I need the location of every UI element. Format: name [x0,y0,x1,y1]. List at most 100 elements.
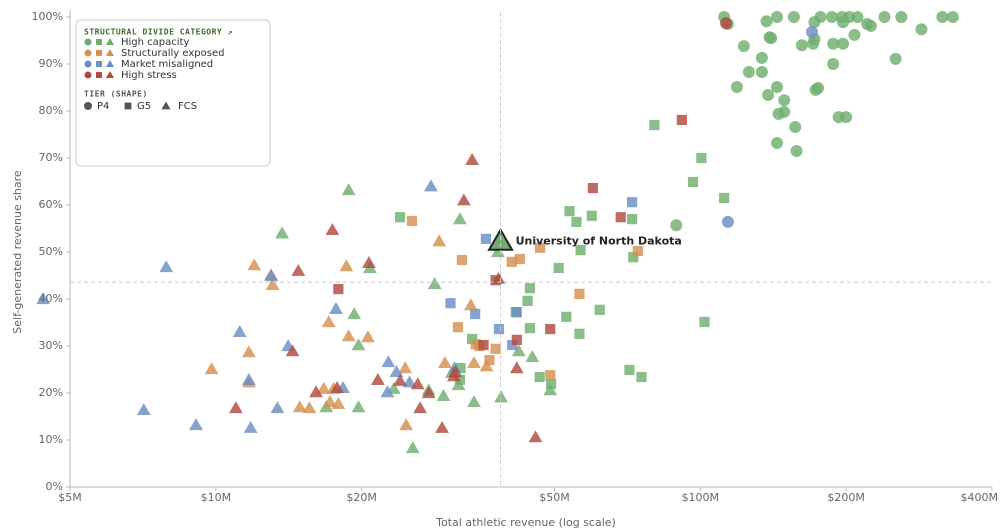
legend-swatch [96,39,102,45]
point [405,441,420,454]
x-tick-label: $20M [346,491,377,504]
point [480,233,492,244]
y-tick-label: 0% [46,480,63,493]
point [771,81,784,94]
y-axis-label: Self-generated revenue share [11,170,24,334]
x-tick-label: $50M [539,491,570,504]
point [36,292,51,305]
point [204,362,219,375]
point [466,333,478,345]
point [228,401,243,414]
x-tick-label: $200M [827,491,865,504]
point [721,215,734,228]
legend-swatch [84,38,92,46]
y-tick-label: 80% [39,104,63,117]
y-tick-label: 90% [39,57,63,70]
y-tick-label: 10% [39,433,63,446]
point [574,288,585,299]
point [895,11,908,23]
point [545,370,556,381]
point [571,216,582,228]
point [525,349,540,362]
point [478,339,489,351]
point [836,37,849,50]
point [275,226,289,239]
point [330,380,345,393]
point [851,11,864,23]
point [760,15,773,28]
point [432,234,447,247]
point [915,23,928,36]
tier-swatch [84,102,92,110]
point [265,278,280,291]
point [331,396,346,409]
point [467,356,481,369]
point [771,136,784,149]
point [291,263,306,276]
point [323,395,337,408]
point [421,386,436,399]
point [285,344,300,357]
point [393,373,407,386]
point [696,152,707,164]
point [380,385,395,398]
point [325,223,340,236]
point [389,365,404,377]
point [561,311,572,322]
point [836,16,849,29]
point [456,254,467,266]
point [848,28,861,41]
point [451,378,466,391]
point [545,323,556,335]
point [333,284,344,295]
point [730,81,743,94]
legend-label: Market misaligned [121,59,213,70]
point [534,371,545,383]
x-tick-label: $100M [682,491,720,504]
point [827,37,840,50]
legend-box [75,19,271,167]
legend-swatch [105,60,115,67]
point [445,298,456,309]
point [406,215,418,227]
x-tick-label: $10M [201,491,232,504]
point [243,420,258,433]
y-tick-label: 30% [39,339,63,352]
point [615,212,626,223]
point [490,343,501,354]
point [624,364,635,376]
point [448,365,463,377]
point [808,16,821,29]
point [455,362,466,374]
tier-swatch [161,101,171,110]
point [575,245,586,256]
point [936,11,949,23]
point [452,322,464,333]
tier-swatch [124,102,132,110]
point [341,183,356,196]
legend-swatch [96,61,102,67]
point [626,197,638,208]
point [676,114,687,126]
highlight-label: University of North Dakota [516,234,682,247]
point [528,430,543,443]
legend-swatch [84,71,92,79]
point [524,283,536,294]
point [424,179,438,192]
point [878,11,891,23]
point [626,214,638,225]
y-tick-label: 60% [39,198,63,211]
point [398,361,413,374]
point [524,323,536,334]
point [329,302,343,314]
point [628,252,639,263]
point [762,89,775,102]
point [720,17,733,30]
point [321,315,336,328]
point [484,355,495,366]
legend-swatch [84,60,92,68]
point [453,212,467,225]
point [463,298,478,311]
point [490,245,505,258]
